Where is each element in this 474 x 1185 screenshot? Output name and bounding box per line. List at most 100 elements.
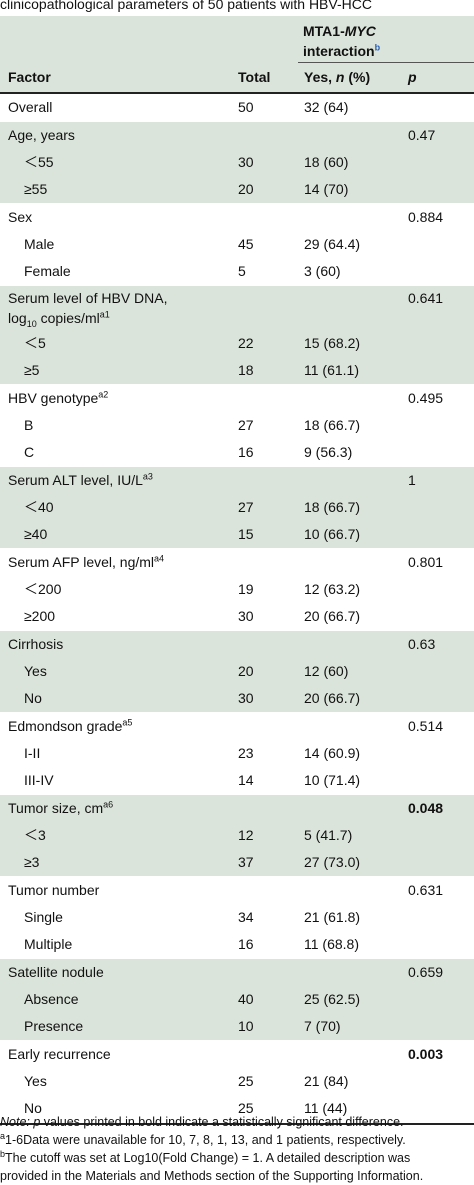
p-value-cell: 0.495: [408, 390, 444, 406]
p-value-cell: 0.514: [408, 718, 444, 734]
subfactor-cell: Single: [24, 909, 63, 925]
factor-group: Early recurrence 0.003 Yes 25 21 (84) No 25 11 …: [0, 1041, 474, 1123]
yes-cell: 25 (62.5): [304, 991, 361, 1007]
table-row: HBV genotypea2 0.495: [0, 385, 474, 412]
factor-group: Tumor number 0.631 Single 34 21 (61.8) Multip…: [0, 877, 474, 959]
table-row: ＜55 30 18 (60): [0, 149, 474, 176]
table-row: Early recurrence 0.003: [0, 1041, 474, 1068]
subfactor-cell: III-IV: [24, 772, 54, 788]
table-row: III-IV 14 10 (71.4): [0, 767, 474, 794]
yes-cell: 14 (60.9): [304, 745, 361, 761]
factor-cell: Edmondson gradea5: [8, 717, 133, 734]
subfactor-cell: Male: [24, 236, 55, 252]
table-row: Single 34 21 (61.8): [0, 904, 474, 931]
factor-cell: Serum level of HBV DNA, log10 copies/mla1: [8, 290, 168, 329]
subfactor-cell: ≥5: [24, 362, 40, 378]
table-row: Serum level of HBV DNA, log10 copies/mla1…: [0, 286, 474, 330]
total-cell: 40: [238, 991, 254, 1007]
total-cell: 50: [238, 99, 254, 115]
total-cell: 16: [238, 444, 254, 460]
factor-group: Cirrhosis 0.63 Yes 20 12 (60) No 30 20 (66.7): [0, 631, 474, 713]
table-row: Yes 20 12 (60): [0, 658, 474, 685]
yes-cell: 18 (66.7): [304, 417, 361, 433]
factor-group: HBV genotypea2 0.495 B 27 18 (66.7) C 16 9 (56.…: [0, 385, 474, 467]
subfactor-cell: C: [24, 444, 35, 460]
subfactor-cell: Yes: [24, 1073, 47, 1089]
factor-group: Serum AFP level, ng/mla4 0.801 ＜200 19 12 (6…: [0, 549, 474, 631]
total-cell: 10: [238, 1018, 254, 1034]
table-row: C 16 9 (56.3): [0, 439, 474, 466]
total-cell: 14: [238, 772, 254, 788]
factor-group: Satellite nodule 0.659 Absence 40 25 (62.5) P…: [0, 959, 474, 1041]
total-cell: 19: [238, 581, 254, 597]
subfactor-cell: Absence: [24, 991, 79, 1007]
table-row: ≥200 30 20 (66.7): [0, 603, 474, 630]
table-row: Cirrhosis 0.63: [0, 631, 474, 658]
table-row: Yes 25 21 (84): [0, 1068, 474, 1095]
table-row: Tumor size, cma6 0.048: [0, 795, 474, 822]
table-row: Presence 10 7 (70): [0, 1013, 474, 1040]
subfactor-cell: ＜3: [24, 827, 46, 843]
yes-cell: 9 (56.3): [304, 444, 353, 460]
data-table: MTA1-MYC interactionb Factor Total Yes, …: [0, 16, 474, 1125]
table-row: Age, years 0.47: [0, 122, 474, 149]
factor-groups: Age, years 0.47 ＜55 30 18 (60) ≥55 20 14 (70) Se…: [0, 122, 474, 1123]
total-cell: 30: [238, 154, 254, 170]
yes-cell: 18 (60): [304, 154, 349, 170]
factor-group: Age, years 0.47 ＜55 30 18 (60) ≥55 20 14 (70): [0, 122, 474, 204]
factor-cell: Early recurrence: [8, 1046, 111, 1062]
yes-cell: 10 (71.4): [304, 772, 361, 788]
yes-cell: 20 (66.7): [304, 690, 361, 706]
total-cell: 27: [238, 499, 254, 515]
subfactor-cell: ＜55: [24, 154, 54, 170]
yes-header: Yes, n (%): [304, 69, 371, 85]
subfactor-cell: No: [24, 690, 42, 706]
mta1-myc-header: MTA1-MYC interactionb: [303, 23, 381, 59]
subfactor-cell: B: [24, 417, 34, 433]
footnote-a: a1-6Data were unavailable for 10, 7, 8, …: [0, 1131, 406, 1147]
table-row: Serum ALT level, IU/La3 1: [0, 467, 474, 494]
yes-cell: 18 (66.7): [304, 499, 361, 515]
yes-cell: 27 (73.0): [304, 854, 361, 870]
table-row: ＜40 27 18 (66.7): [0, 494, 474, 521]
table-row: Overall 50 32 (64): [0, 94, 474, 121]
table-row: ≥5 18 11 (61.1): [0, 357, 474, 384]
table-row: B 27 18 (66.7): [0, 412, 474, 439]
p-value-cell: 0.47: [408, 127, 436, 143]
table-row: ＜200 19 12 (63.2): [0, 576, 474, 603]
factor-header: Factor: [8, 69, 51, 85]
subfactor-cell: No: [24, 1100, 42, 1116]
factor-cell: Tumor number: [8, 882, 100, 898]
table-row: Multiple 16 11 (68.8): [0, 931, 474, 958]
footnote-b: bThe cutoff was set at Log10(Fold Change…: [0, 1149, 411, 1165]
factor-group: Tumor size, cma6 0.048 ＜3 12 5 (41.7) ≥3 37 27 …: [0, 795, 474, 877]
total-cell: 45: [238, 236, 254, 252]
subfactor-cell: ＜40: [24, 499, 54, 515]
factor-cell: Serum AFP level, ng/mla4: [8, 553, 165, 570]
footnote-b-cont: provided in the Materials and Methods se…: [0, 1169, 424, 1183]
overall-group: Overall 50 32 (64): [0, 94, 474, 122]
subfactor-cell: ≥55: [24, 181, 48, 197]
yes-cell: 15 (68.2): [304, 335, 361, 351]
table-row: ≥40 15 10 (66.7): [0, 521, 474, 548]
factor-cell: HBV genotypea2: [8, 389, 109, 406]
yes-cell: 21 (61.8): [304, 909, 361, 925]
factor-cell: Age, years: [8, 127, 75, 143]
table-row: Tumor number 0.631: [0, 877, 474, 904]
p-value-cell: 0.884: [408, 209, 444, 225]
yes-cell: 11 (68.8): [304, 936, 359, 952]
yes-cell: 7 (70): [304, 1018, 341, 1034]
yes-cell: 12 (63.2): [304, 581, 361, 597]
subfactor-cell: Yes: [24, 663, 47, 679]
factor-group: Sex 0.884 Male 45 29 (64.4) Female 5 3 (60): [0, 204, 474, 286]
note-line: Note: p values printed in bold indicate …: [0, 1115, 404, 1129]
table-row: I-II 23 14 (60.9): [0, 740, 474, 767]
table-notes: Note: p values printed in bold indicate …: [0, 1113, 474, 1185]
factor-cell: Serum ALT level, IU/La3: [8, 471, 153, 488]
yes-cell: 12 (60): [304, 663, 349, 679]
total-cell: 18: [238, 362, 254, 378]
yes-cell: 21 (84): [304, 1073, 349, 1089]
yes-cell: 32 (64): [304, 99, 349, 115]
factor-cell: Overall: [8, 99, 53, 115]
subfactor-cell: ＜200: [24, 581, 62, 597]
